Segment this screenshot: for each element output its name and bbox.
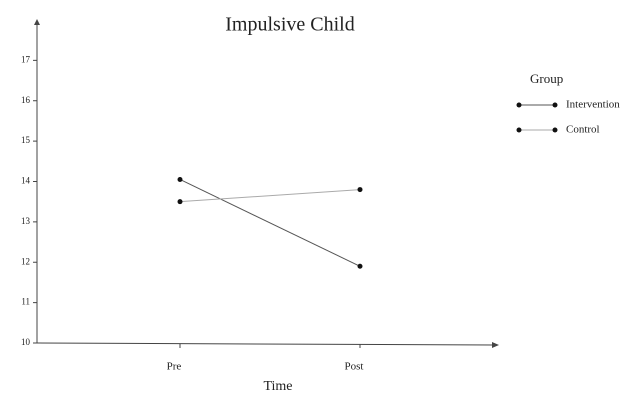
x-tick-label: Pre xyxy=(167,361,182,373)
point xyxy=(177,199,183,205)
legend-dot xyxy=(516,127,522,133)
y-tick-label: 12 xyxy=(21,256,30,266)
legend-dot xyxy=(516,102,522,108)
y-tick-label: 13 xyxy=(21,216,31,226)
x-axis xyxy=(36,342,495,346)
series-line xyxy=(179,189,361,203)
legend-dot xyxy=(552,102,558,108)
series-line xyxy=(179,179,361,267)
legend-label: Intervention xyxy=(566,99,620,111)
point xyxy=(357,187,363,193)
point xyxy=(357,263,363,269)
y-axis-arrow xyxy=(34,19,40,25)
y-tick-label: 15 xyxy=(21,135,31,145)
y-tick-label: 16 xyxy=(21,95,31,105)
x-tick-label: Post xyxy=(345,361,364,373)
y-tick-label: 14 xyxy=(21,176,31,186)
legend-dot xyxy=(552,127,558,133)
y-tick-label: 17 xyxy=(21,54,31,64)
y-tick-label: 11 xyxy=(21,297,30,307)
y-tick-label: 10 xyxy=(21,337,31,347)
x-axis-label: Time xyxy=(263,379,292,394)
x-axis-arrow xyxy=(492,342,499,348)
point xyxy=(177,176,183,182)
legend-title: Group xyxy=(530,71,563,86)
legend-label: Control xyxy=(566,124,600,136)
chart-title: Impulsive Child xyxy=(225,14,354,36)
